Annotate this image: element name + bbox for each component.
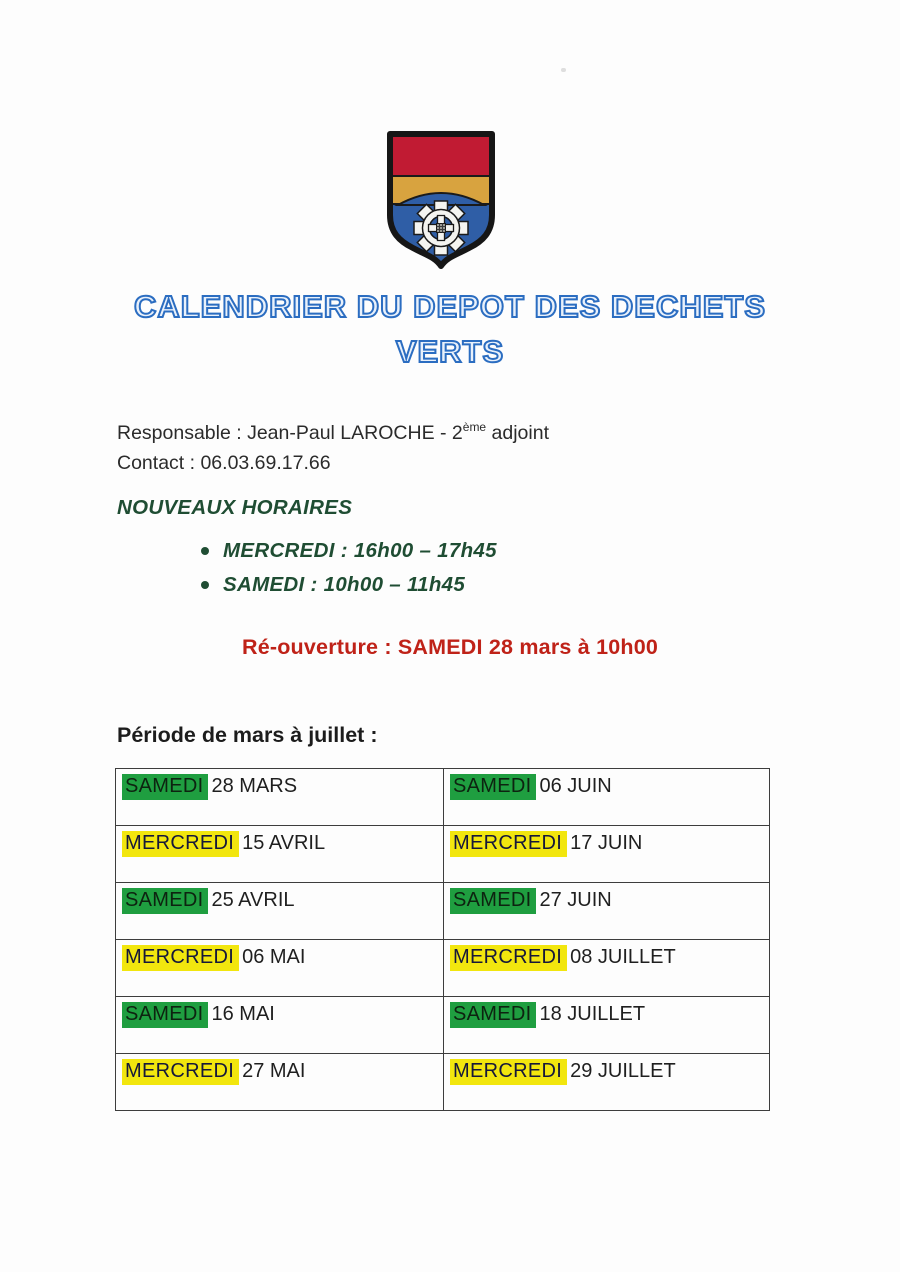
day-highlight: SAMEDI: [450, 888, 537, 914]
calendar-cell: SAMEDI 16 MAI: [115, 996, 444, 1054]
calendar-cell: SAMEDI 27 JUIN: [443, 882, 770, 940]
list-item: MERCREDI : 16h00 – 17h45: [201, 534, 497, 568]
coat-of-arms-icon: [387, 131, 495, 269]
day-highlight: MERCREDI: [450, 831, 568, 857]
horaires-heading: NOUVEAUX HORAIRES: [117, 496, 353, 519]
horaires-item-label: MERCREDI : 16h00 – 17h45: [223, 539, 497, 562]
day-highlight: SAMEDI: [122, 1002, 209, 1028]
calendar-cell: MERCREDI 08 JUILLET: [443, 939, 770, 997]
calendar-cell: MERCREDI 06 MAI: [115, 939, 444, 997]
horaires-item-label: SAMEDI : 10h00 – 11h45: [223, 573, 466, 596]
reouverture-notice: Ré-ouverture : SAMEDI 28 mars à 10h00: [241, 635, 659, 659]
coat-of-arms: [384, 129, 498, 270]
calendar-cell: MERCREDI 27 MAI: [115, 1053, 444, 1111]
table-row: MERCREDI 15 AVRIL MERCREDI 17 JUIN: [115, 825, 770, 883]
day-highlight: MERCREDI: [450, 1059, 568, 1085]
bullet-icon: [201, 547, 209, 555]
contact-line: Contact : 06.03.69.17.66: [117, 452, 331, 474]
date-label: 17 JUIN: [570, 832, 643, 854]
date-label: 16 MAI: [211, 1003, 275, 1025]
calendar-cell: SAMEDI 25 AVRIL: [115, 882, 444, 940]
date-label: 25 AVRIL: [211, 889, 295, 911]
calendar-cell: SAMEDI 18 JUILLET: [443, 996, 770, 1054]
date-label: 08 JUILLET: [570, 946, 676, 968]
date-label: 27 JUIN: [539, 889, 612, 911]
date-label: 18 JUILLET: [539, 1003, 646, 1025]
superscript-eme: ème: [462, 420, 487, 434]
calendar-cell: MERCREDI 29 JUILLET: [443, 1053, 770, 1111]
date-label: 28 MARS: [211, 775, 298, 797]
day-highlight: MERCREDI: [122, 945, 240, 971]
day-highlight: SAMEDI: [450, 1002, 537, 1028]
page-title: CALENDRIER DU DEPOT DES DECHETS VERTS: [0, 284, 900, 374]
date-label: 29 JUILLET: [570, 1060, 676, 1082]
date-label: 06 MAI: [242, 946, 306, 968]
calendar-cell: SAMEDI 06 JUIN: [443, 768, 770, 826]
table-row: SAMEDI 25 AVRIL SAMEDI 27 JUIN: [115, 882, 770, 940]
table-row: SAMEDI 28 MARS SAMEDI 06 JUIN: [115, 768, 770, 826]
table-row: MERCREDI 06 MAI MERCREDI 08 JUILLET: [115, 939, 770, 997]
calendar-cell: MERCREDI 17 JUIN: [443, 825, 770, 883]
table-row: MERCREDI 27 MAI MERCREDI 29 JUILLET: [115, 1053, 770, 1111]
list-item: SAMEDI : 10h00 – 11h45: [201, 568, 497, 602]
day-highlight: MERCREDI: [450, 945, 568, 971]
calendar-cell: MERCREDI 15 AVRIL: [115, 825, 444, 883]
page-title-line2: VERTS: [395, 333, 505, 370]
day-highlight: SAMEDI: [122, 774, 209, 800]
day-highlight: MERCREDI: [122, 831, 240, 857]
scan-artifact: [561, 68, 566, 72]
day-highlight: SAMEDI: [122, 888, 209, 914]
responsable-line: Responsable : Jean-Paul LAROCHE - 2ème a…: [117, 420, 549, 444]
bullet-icon: [201, 581, 209, 589]
day-highlight: MERCREDI: [122, 1059, 240, 1085]
date-label: 06 JUIN: [539, 775, 612, 797]
calendar-cell: SAMEDI 28 MARS: [115, 768, 444, 826]
horaires-section: NOUVEAUX HORAIRES MERCREDI : 16h00 – 17h…: [117, 496, 497, 602]
periode-heading: Période de mars à juillet :: [117, 723, 378, 747]
table-row: SAMEDI 16 MAI SAMEDI 18 JUILLET: [115, 996, 770, 1054]
horaires-list: MERCREDI : 16h00 – 17h45 SAMEDI : 10h00 …: [117, 534, 497, 602]
date-label: 15 AVRIL: [242, 832, 326, 854]
date-label: 27 MAI: [242, 1060, 306, 1082]
day-highlight: SAMEDI: [450, 774, 537, 800]
calendar-table: SAMEDI 28 MARS SAMEDI 06 JUIN MERCREDI 15 A…: [115, 768, 770, 1111]
page-title-line1: CALENDRIER DU DEPOT DES DECHETS: [133, 288, 767, 325]
contact-info: Responsable : Jean-Paul LAROCHE - 2ème a…: [117, 412, 549, 478]
